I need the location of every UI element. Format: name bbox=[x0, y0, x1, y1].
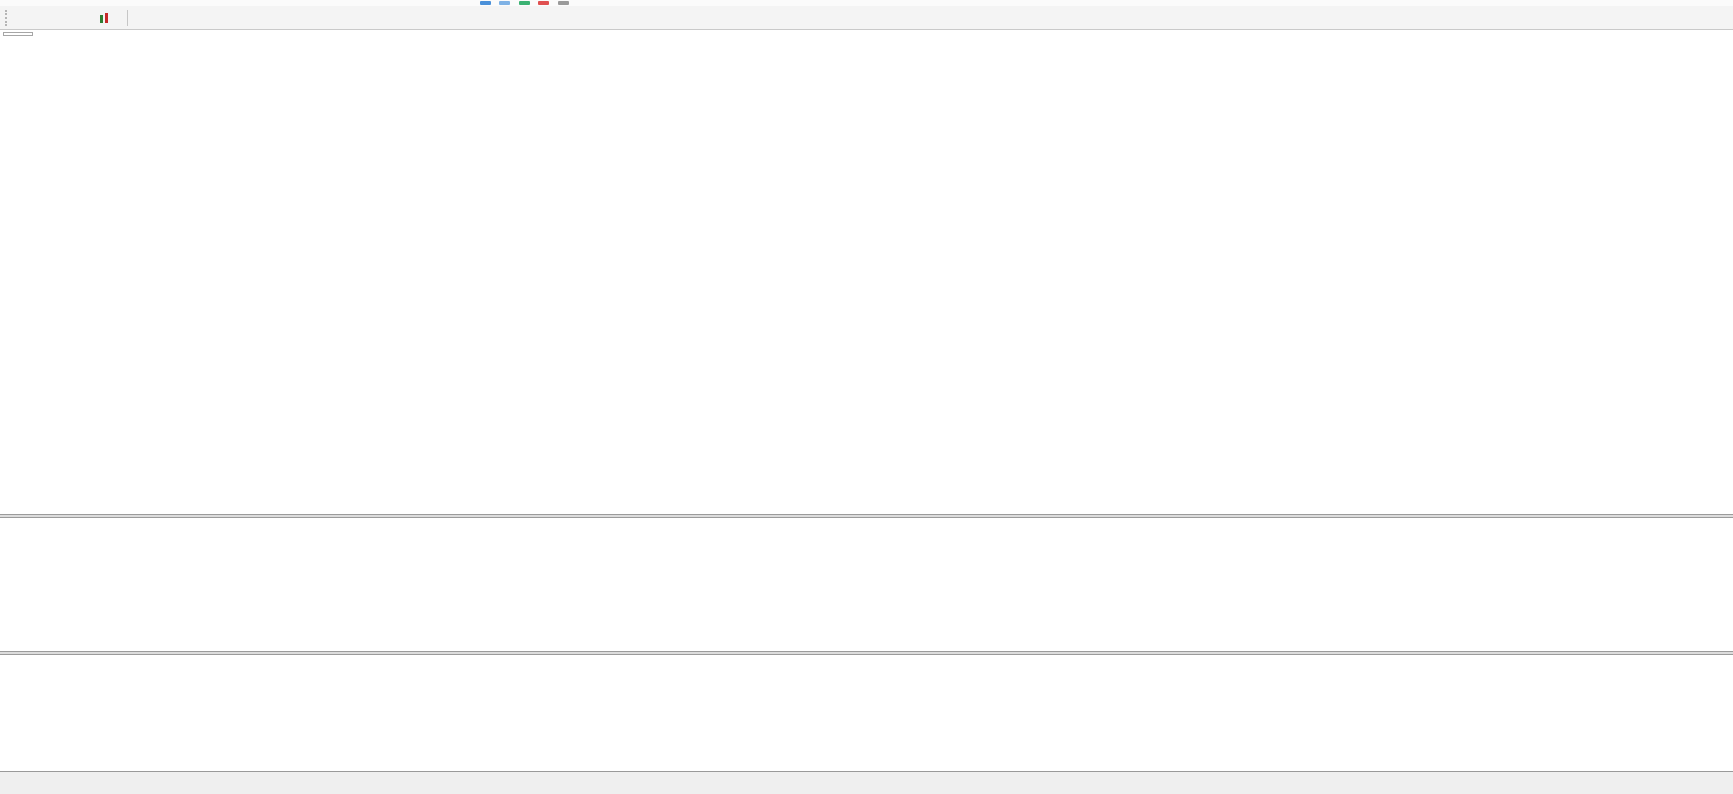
clipped-toolbar-icon[interactable] bbox=[557, 1, 569, 5]
candles-icon bbox=[100, 12, 108, 23]
chart-layout-button[interactable] bbox=[16, 8, 40, 27]
time-axis-svg bbox=[0, 772, 1733, 794]
text-tool-button[interactable] bbox=[68, 8, 92, 27]
clipped-toolbar-row bbox=[0, 0, 1733, 6]
clipped-toolbar-icon[interactable] bbox=[499, 1, 511, 5]
price-chart-panel[interactable] bbox=[0, 30, 1733, 514]
macd-svg[interactable] bbox=[0, 518, 1733, 651]
rsi-svg[interactable] bbox=[0, 655, 1733, 771]
clipped-toolbar-icon[interactable] bbox=[480, 1, 491, 5]
price-chart-svg[interactable] bbox=[0, 30, 1733, 514]
charts-toolbar bbox=[0, 6, 1733, 29]
time-axis[interactable] bbox=[0, 771, 1733, 794]
rsi-panel[interactable] bbox=[0, 655, 1733, 771]
clipped-toolbar-icon[interactable] bbox=[518, 1, 530, 5]
panel-divider[interactable] bbox=[0, 651, 1733, 655]
indicators-button[interactable] bbox=[94, 8, 120, 27]
toolbar-separator bbox=[127, 9, 128, 26]
cursor-tool-button[interactable] bbox=[42, 8, 66, 27]
panel-divider[interactable] bbox=[0, 514, 1733, 518]
top-toolbar bbox=[0, 0, 1733, 30]
clipped-toolbar-icon[interactable] bbox=[538, 1, 550, 5]
symbol-info-box[interactable] bbox=[3, 32, 33, 36]
toolbar-drag-handle[interactable] bbox=[5, 9, 10, 26]
macd-panel[interactable] bbox=[0, 518, 1733, 651]
